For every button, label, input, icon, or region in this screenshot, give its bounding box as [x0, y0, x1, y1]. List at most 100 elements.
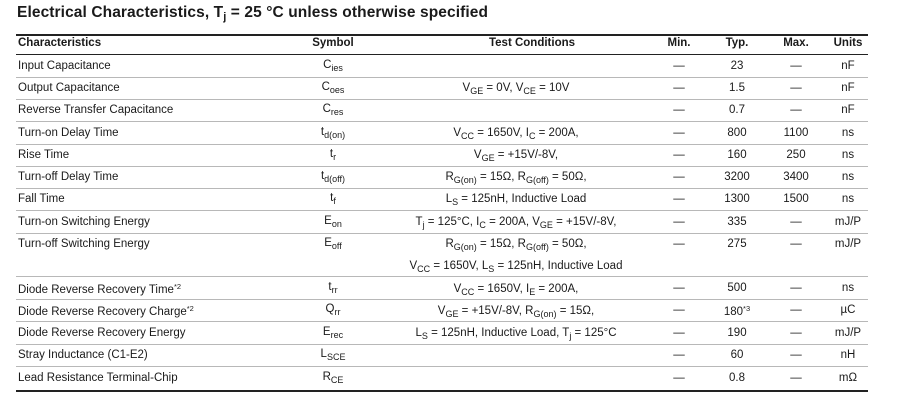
characteristic-name: Diode Reverse Recovery Charge*2 — [18, 304, 194, 318]
footnote-mark: *2 — [173, 282, 182, 291]
unit: nH — [840, 349, 856, 361]
symbol-subscript: rr — [334, 307, 341, 317]
typ-value: 1.5 — [710, 82, 764, 94]
condition-text: = 10V — [535, 82, 570, 94]
condition-text: = 125°C, I — [424, 216, 480, 228]
table-row: Diode Reverse Recovery Energy Erec — 190 — mJ… — [16, 323, 868, 345]
symbol-base: t — [330, 192, 334, 204]
min-value: — — [673, 238, 685, 250]
condition-text: R — [445, 171, 454, 183]
symbol: Cres — [256, 103, 410, 117]
unit: ns — [841, 127, 855, 139]
test-condition-line: RG(on) = 15Ω, RG(off) = 50Ω, — [396, 171, 636, 185]
characteristic-name: Turn-on Delay Time — [18, 127, 119, 139]
table-row: Reverse Transfer Capacitance Cres — 0.7 — nF — [16, 100, 868, 122]
condition-text: = 50Ω, — [548, 171, 587, 183]
condition-subscript: C — [528, 131, 536, 141]
symbol-base: E — [322, 326, 331, 338]
unit: mJ/P — [834, 216, 862, 228]
typ-number: 500 — [727, 282, 747, 294]
test-condition-line: Tj = 125°C, IC = 200A, VGE = +15V/-8V, — [396, 216, 636, 230]
symbol: trr — [256, 281, 410, 295]
row-separator — [16, 77, 868, 78]
symbol-subscript: SCE — [326, 352, 346, 362]
condition-text: = 125nH, Inductive Load — [494, 260, 623, 272]
symbol-base: t — [320, 126, 325, 138]
test-condition-line: VCC = 1650V, LS = 125nH, Inductive Load — [396, 260, 636, 274]
symbol: tr — [256, 148, 410, 162]
symbol: Eon — [256, 215, 410, 229]
typ-number: 0.8 — [729, 372, 745, 384]
table-row: Diode Reverse Recovery Time*2 trr — 500 — ns — [16, 278, 868, 300]
unit: ns — [841, 282, 855, 294]
symbol: RCE — [256, 371, 410, 385]
header-min: Min. — [667, 37, 691, 49]
characteristic-label: Lead Resistance Terminal-Chip — [18, 372, 178, 384]
symbol-subscript: CE — [330, 375, 344, 385]
table-row: Turn-off Switching Energy Eoff — 275 — mJ/P — [16, 234, 868, 256]
test-condition-line: VCC = 1650V, IC = 200A, — [396, 127, 636, 141]
condition-subscript: CC — [461, 287, 475, 297]
table-row: Turn-off Delay Time td(off) — 3200 3400 ns — [16, 167, 868, 189]
header-rule — [16, 54, 868, 55]
row-separator — [16, 166, 868, 167]
symbol-subscript: res — [330, 107, 344, 117]
condition-subscript: GE — [470, 86, 484, 96]
condition-text: = +15V/-8V, — [494, 149, 559, 161]
symbol-base: R — [322, 371, 331, 383]
symbol-subscript: oes — [329, 85, 345, 95]
test-condition-line: LS = 125nH, Inductive Load, Tj = 125°C — [396, 327, 636, 341]
bottom-rule — [16, 390, 868, 392]
symbol-subscript: rr — [331, 285, 338, 295]
condition-subscript: CE — [523, 86, 536, 96]
min-value: — — [673, 127, 685, 139]
characteristic-name: Turn-off Switching Energy — [18, 238, 150, 250]
unit: ns — [841, 149, 855, 161]
typ-number: 3200 — [724, 171, 750, 183]
typ-value: 23 — [710, 60, 764, 72]
min-value: — — [673, 149, 685, 161]
max-value: — — [790, 82, 802, 94]
max-value: 1100 — [783, 127, 809, 139]
typ-value: 0.7 — [710, 104, 764, 116]
condition-text: V — [437, 305, 446, 317]
max-value: — — [790, 282, 802, 294]
test-condition-line: VGE = +15V/-8V, RG(on) = 15Ω, — [396, 305, 636, 319]
symbol-subscript: ies — [331, 63, 343, 73]
symbol-base: t — [329, 148, 334, 160]
max-value: — — [790, 60, 802, 72]
characteristic-label: Turn-off Switching Energy — [18, 238, 150, 250]
header-characteristics: Characteristics — [18, 37, 102, 49]
row-separator — [16, 344, 868, 345]
symbol-subscript: off — [331, 241, 342, 251]
max-value: — — [790, 372, 802, 384]
condition-subscript: S — [488, 264, 495, 274]
characteristic-name: Input Capacitance — [18, 60, 111, 72]
condition-subscript: G(off) — [525, 175, 549, 185]
typ-value: 0.8 — [710, 372, 764, 384]
condition-text: = 200A, — [535, 127, 579, 139]
unit: nF — [841, 104, 855, 116]
test-condition-line: LS = 125nH, Inductive Load — [396, 193, 636, 207]
table-row: Stray Inductance (C1-E2) LSCE — 60 — nH — [16, 345, 868, 367]
condition-text: = 125nH, Inductive Load, T — [427, 327, 570, 339]
condition-text: = 15Ω, R — [476, 171, 526, 183]
min-value: — — [673, 349, 685, 361]
row-separator — [16, 188, 868, 189]
typ-number: 275 — [727, 238, 747, 250]
characteristic-label: Turn-off Delay Time — [18, 171, 119, 183]
typ-value: 500 — [710, 282, 764, 294]
max-value: — — [790, 216, 802, 228]
symbol: tf — [256, 192, 410, 206]
characteristic-label: Turn-on Delay Time — [18, 127, 119, 139]
header-symbol: Symbol — [312, 37, 354, 49]
footnote-mark: *3 — [743, 304, 751, 313]
condition-subscript: GE — [445, 309, 459, 319]
characteristic-name: Diode Reverse Recovery Energy — [18, 327, 185, 339]
typ-value: 335 — [710, 216, 764, 228]
characteristic-label: Diode Reverse Recovery Time — [18, 284, 174, 296]
typ-number: 190 — [727, 327, 747, 339]
condition-text: V — [409, 260, 418, 272]
header-max: Max. — [783, 37, 809, 49]
